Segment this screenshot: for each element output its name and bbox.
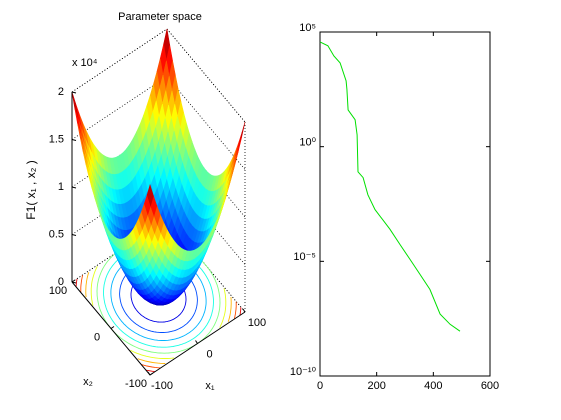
z-tick-label: 1.5 (49, 133, 64, 145)
contour (227, 296, 232, 322)
contour (141, 364, 161, 369)
z-tick-label: 1 (58, 181, 64, 193)
y-tick-label: 100 (49, 285, 67, 297)
tick-mark (242, 308, 246, 313)
data-line (319, 41, 461, 332)
tick-mark (195, 340, 198, 344)
z-tick-label: 0 (58, 276, 64, 288)
tick-mark (110, 326, 115, 329)
x-tick-label: 100 (248, 317, 266, 329)
x-tick-label: -100 (151, 380, 173, 392)
y-tick-label: 0 (94, 331, 100, 343)
y-tick-label: 10⁻¹⁰ (290, 366, 317, 378)
surface-plot: Parameter space00.511.52-1000100-1000100… (24, 11, 266, 392)
contour (90, 266, 98, 306)
y-tick-label: 10⁰ (299, 137, 316, 149)
contour (75, 278, 78, 287)
tick-mark (71, 139, 77, 141)
tick-mark (147, 371, 151, 376)
contour (219, 288, 227, 328)
x-axis-label: x₁ (205, 380, 215, 392)
x-tick-label: 600 (481, 380, 499, 392)
contour (80, 275, 84, 293)
contour (239, 307, 242, 316)
z-tick-label: 0.5 (49, 228, 64, 240)
contour (137, 358, 166, 364)
x-tick-label: 200 (367, 380, 385, 392)
chart-title: Parameter space (118, 11, 202, 23)
tick-mark (149, 372, 154, 376)
x-tick-label: 400 (424, 380, 442, 392)
tick-mark (71, 279, 76, 283)
x-tick-label: 0 (206, 348, 212, 360)
z-axis-label: F1( x₁ , x₂ ) (24, 160, 38, 219)
contour (130, 349, 175, 359)
contour (85, 272, 90, 298)
y-tick-label: 10⁵ (299, 22, 316, 34)
contour (233, 301, 237, 319)
x-tick-label: 0 (317, 380, 323, 392)
tick-mark (71, 91, 77, 94)
z-exponent-label: x 10⁴ (72, 57, 98, 69)
tick-mark (71, 281, 77, 284)
tick-mark (71, 234, 77, 236)
y-tick-label: -100 (125, 378, 147, 390)
tick-mark (71, 186, 77, 189)
y-axis-label: x₂ (83, 376, 93, 388)
line-plot: 10⁻¹⁰ 10⁻⁵ 10⁰ 10⁵ 0 200 400 600 (290, 22, 499, 392)
y-tick-label: 10⁻⁵ (293, 251, 316, 263)
surface-patch (146, 183, 154, 207)
z-tick-label: 2 (58, 86, 64, 98)
plot-area (319, 31, 491, 377)
contour (146, 369, 155, 373)
